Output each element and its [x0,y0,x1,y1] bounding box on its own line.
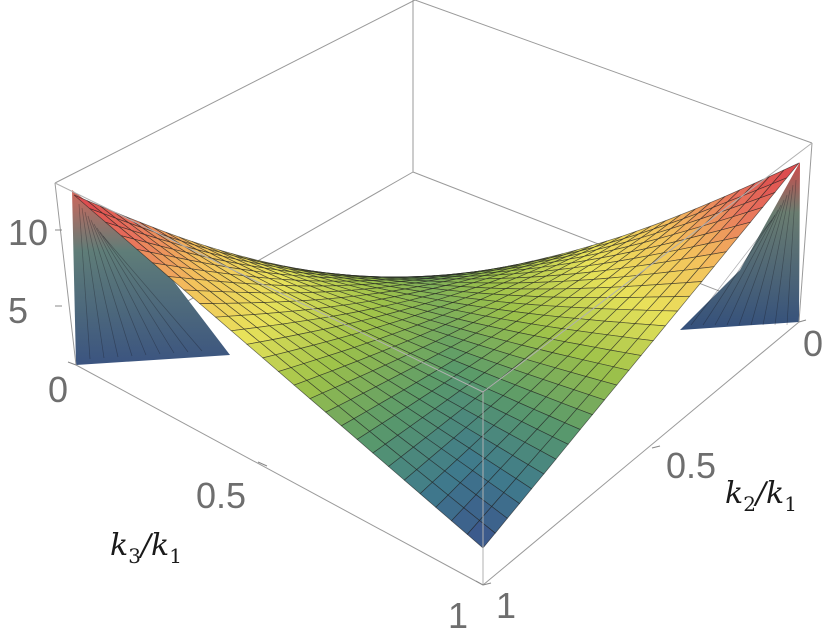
right-wall-line [762,189,791,326]
tick-mark [257,461,268,467]
left-wall-line [93,223,161,355]
surface-walls [72,162,800,365]
box-edge-top-front-left [54,182,484,393]
right-wall-line [786,179,797,326]
left-wall [72,190,230,365]
left-wall-line [96,227,175,354]
box-edge-front-right-floor [482,321,800,586]
box-edge-top-right [414,0,813,144]
z-tick-5: 5 [8,290,28,331]
box-edge-front-left-floor [75,364,484,586]
right-wall [680,162,800,330]
y-axis-label: k2/k1 [725,476,797,516]
box-edge-top-left [54,0,416,184]
right-wall-line [774,184,794,326]
tick-mark [651,445,661,449]
left-wall-line [87,215,133,357]
right-wall-line [738,199,785,326]
tick-mark [475,580,484,586]
left-wall-line [99,231,189,353]
box-edge-left-vertical [54,182,77,366]
y-tick-0: 0 [803,323,823,364]
left-wall-line [81,207,105,359]
x-axis-label: k3/k1 [110,528,182,568]
left-wall-line [84,211,119,358]
left-wall-line [102,235,203,352]
x-tick-1: 1 [448,595,468,636]
right-wall-line [726,204,782,326]
left-wall-line [90,219,147,356]
z-tick-10: 10 [8,212,48,253]
tick-mark [482,582,492,586]
axis-ticks [55,229,807,586]
right-wall-line [702,214,776,326]
bounding-box-front [54,142,813,586]
y-tick-1: 1 [496,585,516,626]
right-wall-line [750,194,788,326]
x-tick-0.5: 0.5 [196,475,246,516]
x-tick-0: 0 [48,369,68,410]
right-wall-line [714,209,779,326]
left-wall-line [78,203,91,360]
y-tick-0.5: 0.5 [666,445,716,486]
surface-mesh [73,162,800,549]
box-edge-top-front-right [482,142,813,393]
tick-mark [798,319,807,323]
tick-mark [67,361,77,366]
box-edge-right-vertical [798,142,813,323]
right-wall-line [690,219,773,326]
